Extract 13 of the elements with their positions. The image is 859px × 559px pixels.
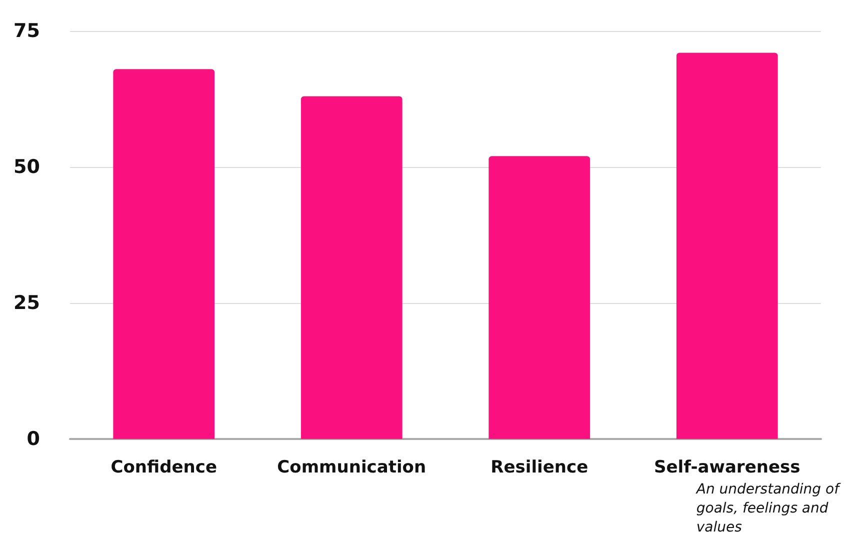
x-tick-label: Self-awareness: [654, 458, 800, 478]
text: An understanding of goals, feelings and values: [695, 482, 842, 536]
bar: [300, 96, 402, 439]
x-tick-label: Communication: [277, 458, 426, 478]
y-tick-label: 0: [26, 428, 40, 450]
y-tick-label: 75: [14, 20, 40, 42]
y-tick-label: 50: [14, 156, 40, 178]
bar: [488, 156, 590, 439]
bar: [676, 52, 778, 439]
y-tick-label: 25: [14, 292, 40, 314]
x-tick-label: Resilience: [490, 458, 588, 478]
bar: [113, 69, 215, 439]
x-tick-label: Confidence: [110, 458, 218, 478]
